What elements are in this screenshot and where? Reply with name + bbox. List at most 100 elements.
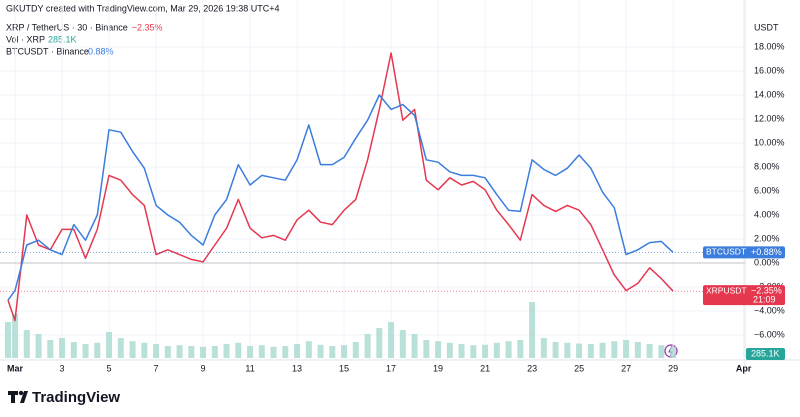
volume-bar (658, 345, 665, 358)
footer-logo: TradingView (8, 389, 120, 406)
x-tick-label: 3 (60, 363, 65, 373)
logo-shape (20, 391, 28, 403)
y-tick-label: 12.00% (754, 113, 785, 123)
volume-bar (388, 322, 395, 358)
tag-name: XRPUSDT (706, 285, 747, 295)
last-value-tag (703, 246, 785, 259)
volume-bar (106, 332, 113, 358)
volume-bar (317, 344, 324, 358)
volume-bar (505, 341, 512, 358)
logo-shape (11, 391, 15, 403)
volume-bar (670, 346, 677, 358)
volume-bar (482, 344, 489, 358)
volume-bar (294, 344, 301, 358)
volume-bar (493, 342, 500, 358)
x-tick-label: 7 (154, 363, 159, 373)
credit: GKUTDY created with TradingView.com, Mar… (6, 3, 280, 13)
volume-bar (411, 334, 418, 358)
last-value-tag (703, 285, 785, 306)
x-tick-label: 5 (107, 363, 112, 373)
volume-bar (129, 341, 136, 358)
volume-bar (270, 346, 277, 358)
volume-bar (282, 346, 289, 358)
volume-bar (470, 345, 477, 358)
x-tick-label: 17 (386, 363, 396, 373)
y-tick-label: 0.00% (754, 257, 780, 267)
legend-xrp: XRP / TetherUS · 30 · Binance (6, 22, 128, 32)
x-tick-label: 29 (668, 363, 678, 373)
volume-bar (117, 338, 124, 358)
series-line (7, 94, 674, 301)
legend-xrp-value: −2.35% (132, 22, 163, 32)
series-line (7, 52, 674, 322)
x-tick-label: 25 (574, 363, 584, 373)
volume-tag (746, 348, 785, 360)
volume-bar (423, 340, 430, 358)
volume-bar (611, 341, 618, 358)
x-tick-label: 13 (292, 363, 302, 373)
y-tick-label: 14.00% (754, 89, 785, 99)
brand: TradingView (32, 389, 120, 406)
volume-bar (517, 340, 524, 358)
y-tick-label: −6.00% (754, 329, 785, 339)
volume-bar (164, 346, 171, 358)
x-tick-label: 23 (527, 363, 537, 373)
y-tick-label: 18.00% (754, 41, 785, 51)
volume-bar (552, 342, 559, 358)
volume-bar (23, 330, 30, 358)
y-tick-label: 4.00% (754, 209, 780, 219)
volume-bar (599, 342, 606, 358)
volume-bar (529, 302, 536, 358)
y-tick-label: 8.00% (754, 161, 780, 171)
volume-bar (235, 342, 242, 358)
volume-bar (211, 346, 218, 358)
volume-bar (458, 344, 465, 358)
axis-unit: USDT (754, 22, 779, 32)
volume-bar (223, 344, 230, 358)
tag-name: BTCUSDT (706, 247, 746, 257)
volume-bar (634, 342, 641, 358)
plot-area (0, 0, 800, 375)
x-tick-label: 21 (480, 363, 490, 373)
volume-bar (376, 328, 383, 358)
volume-bar (587, 344, 594, 358)
volume-bar (200, 346, 207, 358)
volume-bar (47, 340, 54, 358)
tag-countdown: 21:09 (753, 295, 776, 305)
tag-value: −2.35% (751, 286, 782, 296)
volume-bar (247, 346, 254, 358)
y-tick-label: 10.00% (754, 137, 785, 147)
volume-tag-value: 285.1K (751, 348, 780, 358)
volume-bar (399, 330, 406, 358)
volume-bar (141, 342, 148, 358)
volume-bar (446, 342, 453, 358)
legend-volume: Vol · XRP (6, 34, 45, 44)
volume-bar (94, 342, 101, 358)
legend-btc: BTCUSDT · Binance (6, 46, 89, 56)
x-tick-label: 11 (245, 363, 254, 373)
volume-bar (646, 344, 653, 358)
x-tick-label: Mar (7, 363, 24, 373)
x-tick-label: 19 (433, 363, 443, 373)
volume-bar (305, 341, 312, 358)
volume-bar (4, 322, 11, 358)
volume-bar (352, 342, 359, 358)
volume-bar (540, 338, 547, 358)
tag-value: +0.88% (751, 247, 782, 257)
volume-bar (364, 334, 371, 358)
volume-bar (188, 346, 195, 358)
legend-btc-value: 0.88% (88, 46, 114, 56)
volume-bar (153, 344, 160, 358)
logo-shape (18, 390, 24, 396)
volume-bar (435, 341, 442, 358)
volume-bar (258, 345, 265, 358)
volume-bar (564, 342, 571, 358)
volume-bar (341, 345, 348, 358)
y-tick-label: 2.00% (754, 233, 780, 243)
volume-bar (35, 334, 42, 358)
x-tick-label: 15 (339, 363, 349, 373)
x-tick-label: 9 (201, 363, 206, 373)
y-tick-label: 16.00% (754, 65, 785, 75)
volume-bar (576, 343, 583, 358)
